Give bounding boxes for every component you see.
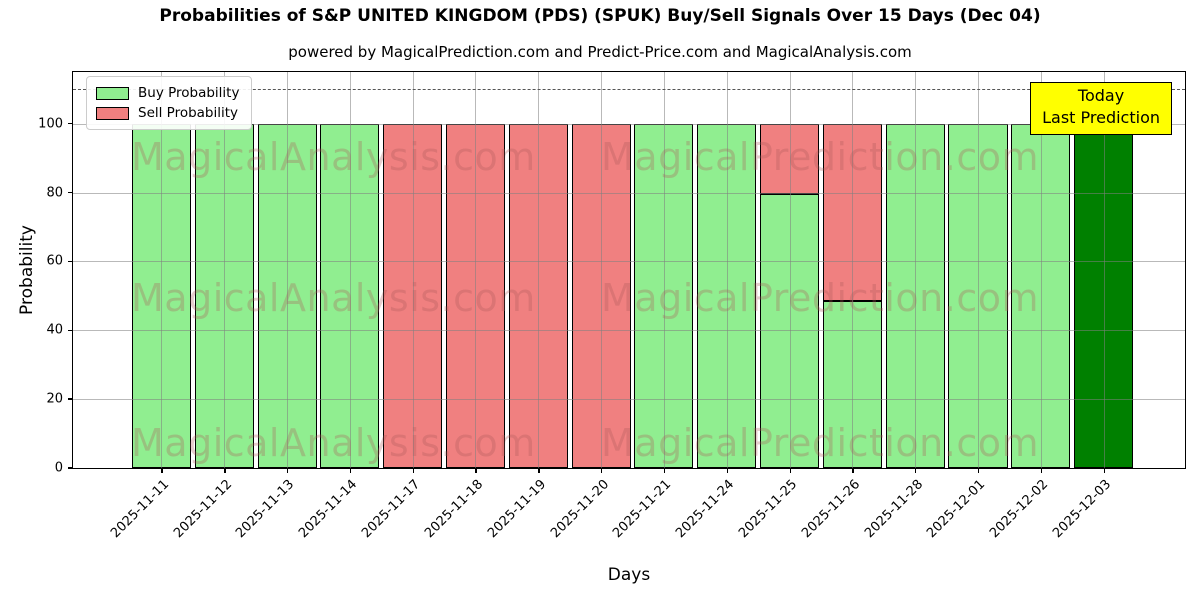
x-tick-label: 2025-12-02 (987, 477, 1052, 542)
y-tick-label: 0 (54, 460, 63, 476)
legend-item-buy: Buy Probability (96, 83, 239, 103)
y-tick (68, 329, 73, 331)
x-tick-label: 2025-11-14 (296, 477, 361, 542)
y-tick (68, 123, 73, 125)
today-label: Today (1077, 86, 1125, 105)
legend-swatch-sell (96, 106, 129, 120)
y-tick-label: 20 (46, 391, 63, 407)
v-gridline (538, 72, 540, 468)
bar-slot: 2025-11-11 (108, 72, 193, 541)
x-tick (1103, 468, 1105, 473)
v-gridline (601, 72, 603, 468)
plot-area: 2025-11-11 2025-11-12 2025-11-13 2025-11-14… (38, 71, 1186, 541)
bar-slot: 2025-11-12 (171, 72, 256, 541)
v-gridline (726, 72, 728, 468)
v-gridline (852, 72, 854, 468)
x-tick (726, 468, 729, 473)
x-tick-label: 2025-11-13 (233, 477, 298, 542)
x-tick-label: 2025-11-12 (170, 477, 235, 542)
y-tick-label: 40 (46, 322, 63, 338)
x-tick-label: 2025-11-28 (861, 477, 926, 542)
bar-slot: 2025-11-21 (610, 72, 696, 541)
bar-slot: 2025-11-24 (673, 72, 758, 541)
x-tick (1040, 468, 1043, 473)
bar-slot: 2025-11-26 (799, 72, 884, 541)
v-gridline (915, 72, 917, 468)
x-tick (412, 468, 414, 473)
legend: Buy Probability Sell Probability (86, 76, 253, 130)
x-tick (601, 468, 603, 473)
x-tick-label: 2025-11-25 (736, 477, 801, 542)
x-tick (287, 468, 289, 473)
x-tick-label: 2025-11-18 (422, 477, 487, 542)
v-gridline (977, 72, 979, 468)
x-tick-label: 2025-12-01 (924, 477, 989, 542)
legend-label-sell: Sell Probability (138, 105, 239, 121)
x-tick-label: 2025-11-26 (798, 477, 863, 542)
x-tick (915, 468, 917, 473)
x-axis-label: Days (607, 565, 651, 585)
v-gridline (349, 72, 351, 468)
v-gridline (287, 72, 289, 468)
bar-slot: 2025-12-02 (987, 72, 1072, 541)
h-gridline (73, 261, 1185, 263)
h-gridline (73, 399, 1185, 401)
y-axis-label: Probability (17, 225, 37, 315)
bar-slot: 2025-11-14 (296, 72, 381, 541)
x-tick-label: 2025-11-11 (107, 477, 173, 542)
h-gridline (73, 192, 1185, 194)
x-tick (475, 468, 477, 473)
bar-slot: 2025-11-25 (736, 72, 821, 541)
y-tick (68, 260, 73, 263)
v-gridline (161, 72, 163, 468)
dashed-threshold-line (73, 89, 1185, 91)
chart-title: Probabilities of S&P UNITED KINGDOM (PDS… (159, 6, 1041, 26)
y-tick-label: 100 (38, 116, 63, 132)
v-gridline (1103, 72, 1105, 468)
bar-slot: 2025-11-28 (862, 72, 947, 541)
x-tick (852, 468, 854, 473)
v-gridline (1040, 72, 1042, 468)
v-gridline (663, 72, 665, 468)
y-tick (68, 191, 73, 194)
x-tick (663, 468, 666, 473)
y-tick (68, 467, 73, 469)
x-tick (349, 468, 352, 473)
v-gridline (789, 72, 791, 468)
x-tick (977, 468, 980, 473)
x-tick (161, 468, 163, 473)
x-tick (224, 468, 226, 473)
x-tick-label: 2025-11-24 (673, 477, 738, 542)
y-tick-label: 60 (46, 253, 63, 269)
x-tick-label: 2025-11-17 (359, 477, 424, 542)
x-tick-label: 2025-12-03 (1050, 477, 1115, 542)
h-gridline (73, 123, 1185, 125)
bar-slot: 2025-11-20 (548, 72, 633, 541)
v-gridline (475, 72, 477, 468)
x-tick (789, 468, 791, 473)
legend-swatch-buy (96, 86, 129, 100)
x-tick-label: 2025-11-21 (610, 477, 675, 542)
y-tick (68, 398, 73, 400)
today-annotation: Today Last Prediction (1030, 82, 1172, 135)
bar-slot: 2025-11-19 (485, 72, 570, 541)
x-tick-label: 2025-11-20 (547, 477, 612, 542)
v-gridline (224, 72, 226, 468)
last-prediction-label: Last Prediction (1042, 108, 1160, 128)
chart-subtitle: powered by MagicalPrediction.com and Pre… (288, 43, 912, 61)
bar-slot: 2025-12-03 (1050, 72, 1135, 541)
bar-slot: 2025-11-13 (234, 72, 319, 541)
x-tick (538, 468, 540, 473)
bar-slot: 2025-12-01 (925, 72, 1010, 541)
bars-row: 2025-11-11 2025-11-12 2025-11-13 2025-11-14… (108, 72, 1135, 541)
legend-label-buy: Buy Probability (138, 85, 240, 101)
x-tick-label: 2025-11-19 (484, 477, 549, 542)
v-gridline (412, 72, 414, 468)
bar-slot: 2025-11-17 (359, 72, 444, 541)
legend-item-sell: Sell Probability (96, 103, 239, 123)
h-gridline (73, 330, 1185, 332)
y-tick-label: 80 (46, 185, 63, 201)
bar-slot: 2025-11-18 (422, 72, 507, 541)
